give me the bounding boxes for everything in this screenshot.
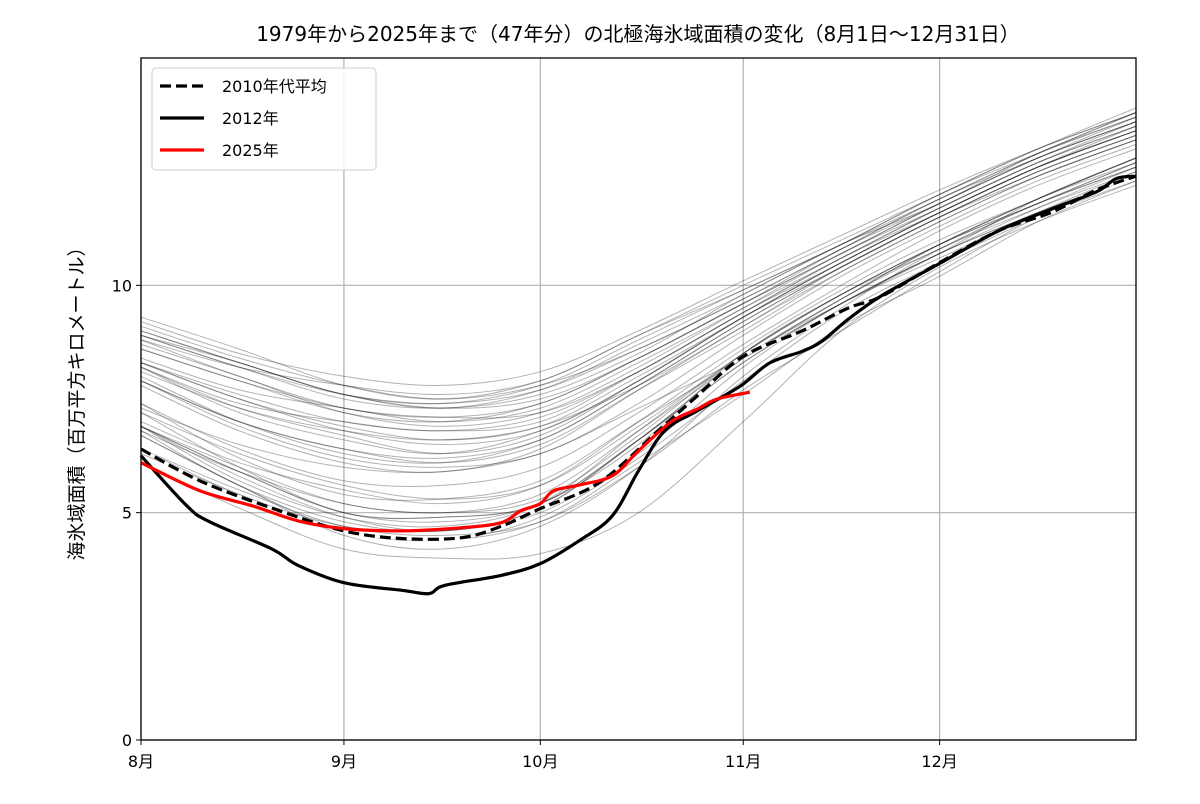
other-year-line bbox=[140, 157, 1137, 505]
series-line bbox=[139, 174, 1137, 596]
other-year-line bbox=[140, 139, 1137, 464]
other-year-line bbox=[140, 134, 1137, 459]
other-year-line bbox=[140, 125, 1137, 419]
other-year-line bbox=[140, 175, 1137, 532]
other-year-line bbox=[140, 157, 1137, 474]
legend: 2010年代平均 2012年 2025年 bbox=[151, 67, 377, 171]
other-year-line bbox=[140, 175, 1137, 519]
x-tick-label: 11月 bbox=[725, 752, 761, 771]
other-year-line bbox=[140, 130, 1137, 432]
other-year-line bbox=[140, 139, 1137, 464]
other-year-line bbox=[140, 148, 1137, 488]
other-year-line bbox=[140, 116, 1137, 405]
other-year-line bbox=[140, 162, 1137, 500]
other-year-line bbox=[140, 157, 1137, 528]
other-year-line bbox=[140, 121, 1137, 418]
other-year-line bbox=[140, 166, 1137, 533]
other-year-line bbox=[140, 143, 1137, 468]
other-year-line bbox=[140, 134, 1137, 455]
other-year-line bbox=[140, 130, 1137, 441]
other-year-line bbox=[140, 112, 1137, 400]
legend-label: 2012年 bbox=[222, 109, 279, 128]
other-year-line bbox=[140, 121, 1137, 423]
other-year-line bbox=[140, 125, 1137, 427]
legend-label: 2010年代平均 bbox=[222, 77, 327, 96]
x-tick-label: 10月 bbox=[522, 752, 558, 771]
other-year-line bbox=[140, 162, 1137, 520]
other-year-line bbox=[140, 112, 1137, 396]
other-year-line bbox=[140, 130, 1137, 432]
y-tick-label: 5 bbox=[122, 504, 132, 523]
y-axis-label: 海氷域面積（百万平方キロメートル） bbox=[66, 237, 88, 560]
x-tick-label: 8月 bbox=[128, 752, 154, 771]
other-year-line bbox=[140, 175, 1137, 537]
other-year-line bbox=[140, 112, 1137, 386]
other-year-line bbox=[140, 162, 1137, 550]
legend-box bbox=[151, 67, 377, 171]
y-tick-label: 10 bbox=[112, 276, 132, 295]
other-year-line bbox=[140, 171, 1137, 514]
other-year-line bbox=[140, 166, 1137, 523]
other-year-line bbox=[140, 112, 1137, 405]
other-year-line bbox=[140, 121, 1137, 409]
other-year-line bbox=[140, 157, 1137, 501]
other-year-line bbox=[140, 130, 1137, 446]
y-tick-label: 0 bbox=[122, 731, 132, 750]
other-year-line bbox=[140, 121, 1137, 423]
plot-frame bbox=[140, 57, 1137, 741]
x-tick-label: 12月 bbox=[921, 752, 957, 771]
x-tick-label: 9月 bbox=[331, 752, 357, 771]
other-year-line bbox=[140, 139, 1137, 473]
other-year-line bbox=[140, 134, 1137, 441]
legend-label: 2025年 bbox=[222, 141, 279, 160]
highlight-lines bbox=[139, 174, 1137, 596]
other-year-line bbox=[140, 184, 1137, 560]
series-line bbox=[140, 390, 751, 533]
other-year-line bbox=[140, 107, 1137, 400]
other-year-line bbox=[140, 166, 1137, 514]
other-year-line bbox=[140, 116, 1137, 409]
other-year-line bbox=[140, 125, 1137, 455]
other-years-lines bbox=[140, 107, 1137, 560]
axis-ticks: 8月 9月 10月 11月 12月 0 5 10 bbox=[112, 276, 958, 771]
chart-title: 1979年から2025年まで（47年分）の北極海氷域面積の変化（8月1日〜12月… bbox=[256, 22, 1020, 46]
other-year-line bbox=[140, 116, 1137, 409]
